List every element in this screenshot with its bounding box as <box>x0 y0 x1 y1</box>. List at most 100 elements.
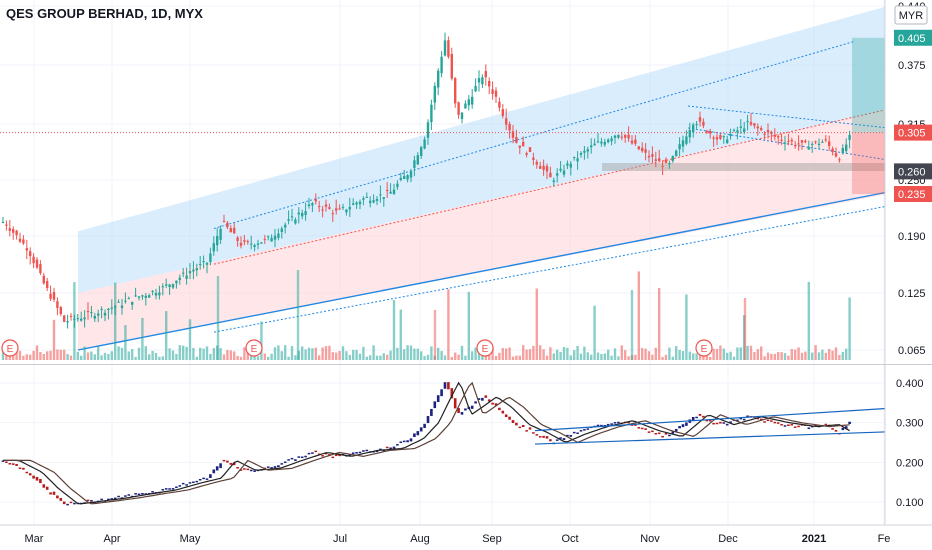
position-profit-zone <box>852 37 888 133</box>
candle-body <box>416 155 419 165</box>
volume-bar <box>440 351 443 360</box>
candle-body <box>222 220 226 222</box>
earnings-marker: E <box>245 339 263 357</box>
volume-bar <box>542 349 545 360</box>
candle-body <box>661 165 664 167</box>
candle-body <box>617 134 620 138</box>
indicator-candle <box>457 407 460 414</box>
indicator-candle <box>848 421 851 425</box>
volume-bar <box>794 349 797 360</box>
candle-body <box>219 228 222 240</box>
candle-body <box>790 139 793 142</box>
volume-bar <box>151 350 154 360</box>
volume-bar <box>695 353 698 360</box>
candle-body <box>624 134 627 138</box>
indicator-candle <box>45 486 49 490</box>
indicator-candle <box>569 435 573 437</box>
volume-bar <box>409 345 413 360</box>
candle-body <box>216 235 219 246</box>
volume-bar <box>148 354 151 360</box>
candle-body <box>39 264 42 274</box>
volume-bar <box>593 305 596 360</box>
indicator-candle <box>610 423 613 425</box>
volume-bar <box>341 346 345 360</box>
time-tick-label: Dec <box>718 533 738 545</box>
volume-bar <box>525 349 528 360</box>
candle-body <box>12 229 15 233</box>
indicator-candle <box>651 430 654 433</box>
panel-separator[interactable] <box>0 364 932 365</box>
indicator-candle <box>572 431 576 434</box>
candle-body <box>386 189 389 192</box>
volume-bar <box>345 351 348 360</box>
candle-body <box>52 291 56 300</box>
candle-body <box>583 150 586 153</box>
volume-bar <box>841 351 844 360</box>
volume-bar <box>226 350 229 360</box>
volume-bar <box>556 349 559 360</box>
candle-body <box>209 253 212 262</box>
volume-bar <box>406 345 409 360</box>
volume-bar <box>39 351 42 360</box>
indicator-candle <box>515 422 518 426</box>
volume-bar <box>59 349 62 360</box>
candle-body <box>396 183 399 188</box>
candle-body <box>63 315 66 322</box>
indicator-candle <box>596 424 600 427</box>
candle-body <box>430 104 433 123</box>
indicator-candle <box>630 424 634 426</box>
candle-body <box>83 317 86 320</box>
price-label: 0.260 <box>898 166 926 178</box>
volume-bar <box>331 352 334 360</box>
indicator-candle <box>134 493 137 495</box>
candle-body <box>838 159 841 161</box>
indicator-candle <box>824 423 828 426</box>
indicator-candle <box>358 451 362 454</box>
price-tick-label: 0.190 <box>898 231 926 243</box>
volume-bar <box>800 352 804 360</box>
volume-bar <box>501 348 504 360</box>
volume-bar <box>671 356 674 360</box>
indicator-candle <box>171 488 175 490</box>
indicator-candle <box>300 456 304 459</box>
candle-body <box>352 203 355 205</box>
candle-body <box>294 219 297 224</box>
volume-bar <box>294 355 297 360</box>
indicator-candle <box>42 484 46 488</box>
candle-body <box>165 284 168 286</box>
indicator-candle <box>283 461 287 464</box>
volume-bar <box>307 347 311 360</box>
candle-body <box>491 89 494 94</box>
candle-body <box>114 306 117 308</box>
indicator-candle <box>566 434 569 437</box>
indicator-candle <box>528 427 532 430</box>
candle-body <box>328 207 331 209</box>
indicator-candle <box>294 459 297 461</box>
candle-body <box>25 248 28 251</box>
volume-bar <box>675 346 678 360</box>
candle-body <box>409 171 413 178</box>
volume-bar <box>311 348 314 360</box>
indicator-candle <box>277 465 280 468</box>
volume-bar <box>202 348 205 360</box>
candle-body <box>297 212 300 215</box>
volume-bar <box>124 325 127 360</box>
candle-body <box>841 148 844 154</box>
earnings-marker: E <box>1 339 19 357</box>
price-label: 0.235 <box>898 189 926 201</box>
volume-bar <box>729 351 732 360</box>
time-tick-label: Aug <box>410 533 430 545</box>
volume-bar <box>168 348 171 360</box>
candle-body <box>229 228 232 233</box>
candle-body <box>403 175 406 179</box>
candle-body <box>477 78 481 83</box>
indicator-candle <box>273 466 277 468</box>
candle-body <box>488 80 491 87</box>
volume-bar <box>185 346 188 360</box>
indicator-candle <box>532 432 535 434</box>
indicator-candle <box>110 498 114 500</box>
time-tick-label: Apr <box>103 533 120 545</box>
indicator-candle <box>124 495 127 497</box>
volume-bar <box>182 345 185 360</box>
